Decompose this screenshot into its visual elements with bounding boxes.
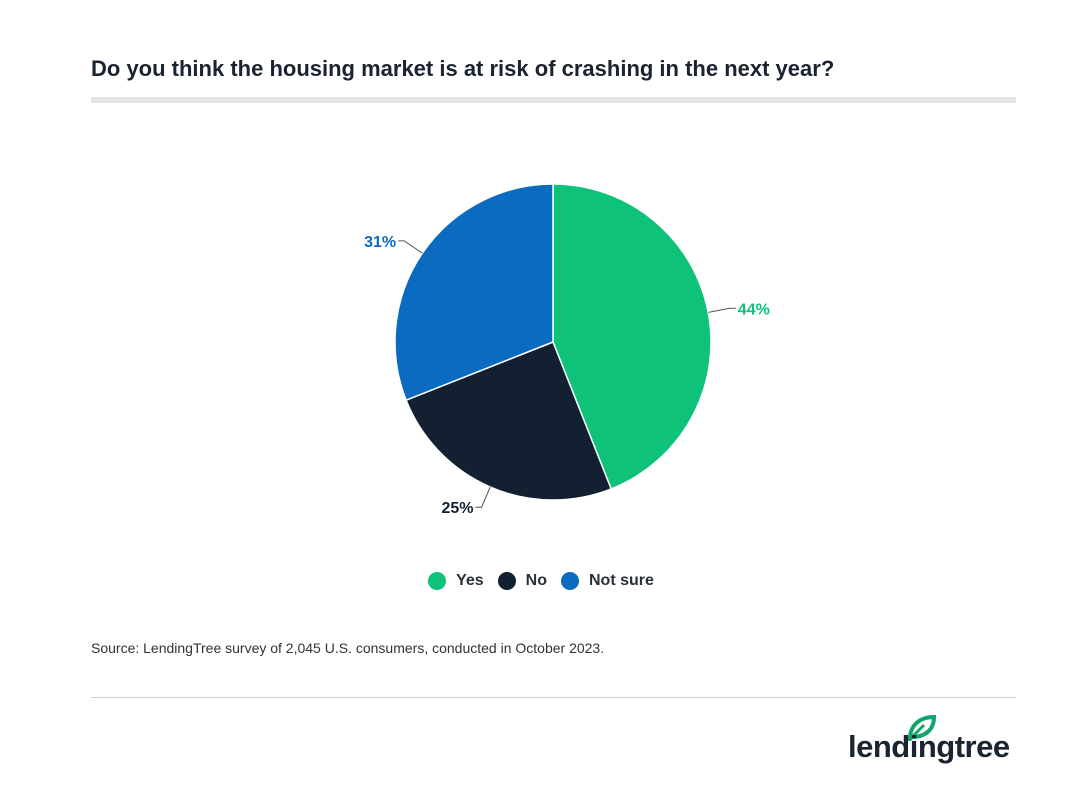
- logo-wordmark: lendingtree: [848, 729, 1010, 764]
- legend-swatch-not-sure: [561, 572, 579, 590]
- legend: Yes No Not sure: [0, 572, 1082, 590]
- legend-swatch-no: [497, 572, 516, 590]
- legend-label-not-sure: Not sure: [589, 572, 654, 589]
- data-label-no: 25%: [441, 500, 473, 517]
- legend-label-no: No: [525, 572, 547, 589]
- data-label-not-sure: 31%: [364, 234, 396, 251]
- legend-swatch-yes: [428, 572, 447, 590]
- legend-label-yes: Yes: [456, 572, 484, 589]
- leaf-icon: [907, 715, 936, 741]
- leader-line: [475, 486, 491, 508]
- pie-chart: 44% 25% 31%: [364, 183, 770, 517]
- leader-line: [708, 307, 736, 313]
- footer-divider: [91, 697, 1016, 698]
- legend-item-not-sure: Not sure: [561, 572, 654, 590]
- title-divider: [91, 97, 1016, 103]
- legend-item-no: No: [497, 572, 547, 590]
- source-note: Source: LendingTree survey of 2,045 U.S.…: [91, 640, 605, 656]
- lendingtree-logo: lendingtree: [848, 715, 1023, 775]
- data-label-yes: 44%: [738, 301, 770, 318]
- leader-line: [398, 240, 423, 254]
- chart-title: Do you think the housing market is at ri…: [91, 56, 835, 81]
- legend-item-yes: Yes: [428, 572, 484, 590]
